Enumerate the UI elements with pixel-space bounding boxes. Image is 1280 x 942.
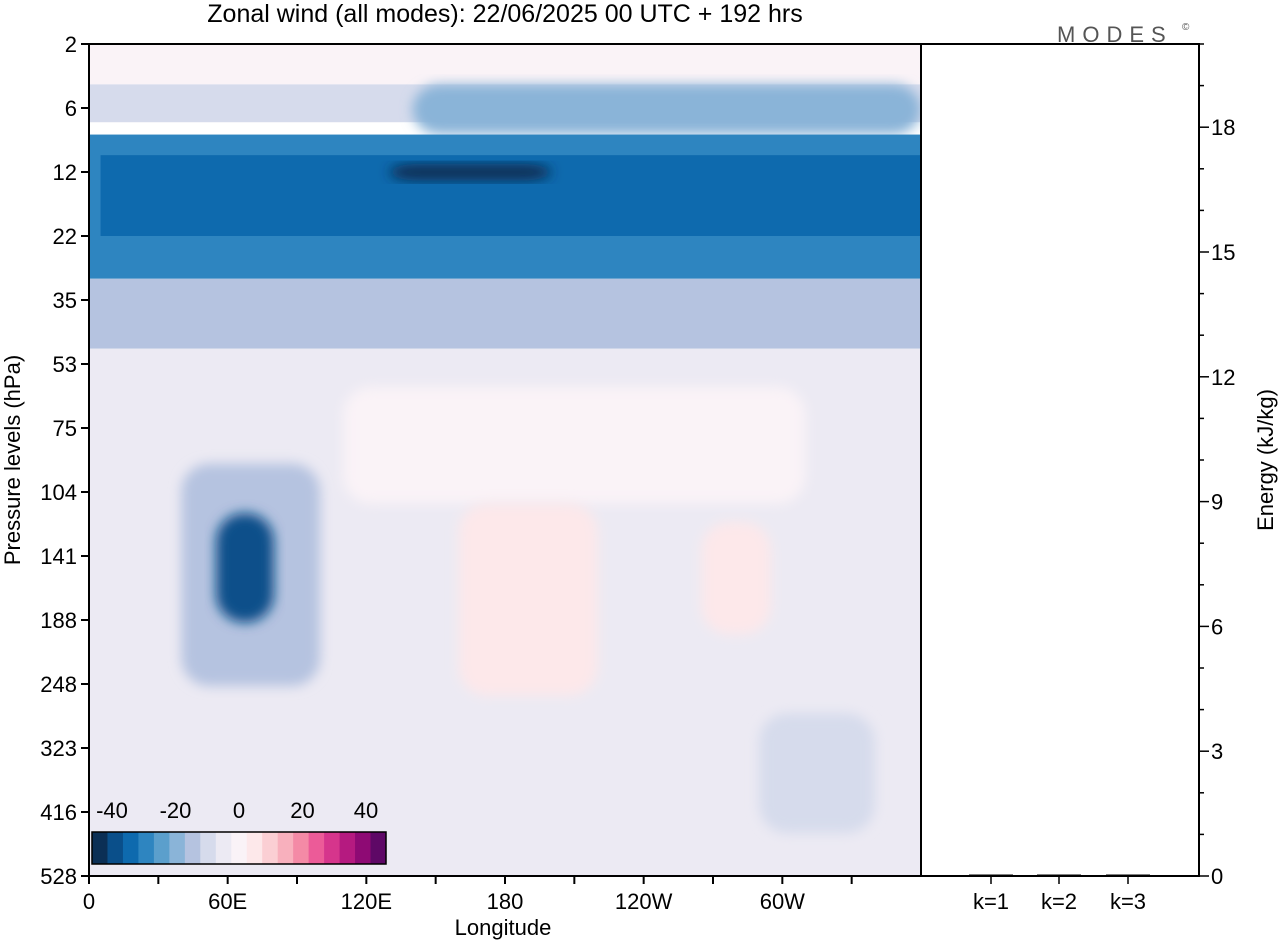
modes-logo: MODES © xyxy=(1057,22,1190,47)
colorbar-swatch xyxy=(169,832,186,864)
colorbar-swatch xyxy=(184,832,201,864)
y-tick-label: 75 xyxy=(53,416,77,441)
colorbar-swatch xyxy=(308,832,325,864)
y-tick-label: 6 xyxy=(65,96,77,121)
colorbar-tick-label: 40 xyxy=(354,798,378,823)
colorbar-swatch xyxy=(339,832,356,864)
y-tick-label: 2 xyxy=(65,32,77,57)
energy-category-label: k=1 xyxy=(973,889,1009,914)
colorbar-swatch xyxy=(246,832,263,864)
colorbar-swatch xyxy=(153,832,170,864)
colorbar: -40 -20 0 20 40 xyxy=(91,798,387,865)
heatmap-region xyxy=(89,278,921,349)
energy-panel-frame xyxy=(920,43,1200,877)
x-tick-label: 120E xyxy=(341,889,392,914)
y-tick-label: 528 xyxy=(40,864,77,889)
y-tick-label: 35 xyxy=(53,288,77,313)
colorbar-frame xyxy=(91,831,387,865)
heatmap-region xyxy=(343,386,806,504)
y-tick-label: 104 xyxy=(40,480,77,505)
energy-tick-label: 18 xyxy=(1211,115,1235,140)
y-tick-label: 12 xyxy=(53,160,77,185)
colorbar-swatch xyxy=(293,832,310,864)
chart-title: Zonal wind (all modes): 22/06/2025 00 UT… xyxy=(207,0,802,28)
copyright-mark: © xyxy=(1182,22,1190,33)
y-tick-label: 416 xyxy=(40,800,77,825)
y-tick-label: 22 xyxy=(53,224,77,249)
colorbar-swatch xyxy=(215,832,232,864)
x-tick-label: 60W xyxy=(760,889,805,914)
colorbar-swatch xyxy=(107,832,124,864)
colorbar-swatch xyxy=(370,832,387,864)
wind-heatmap xyxy=(89,44,921,876)
colorbar-swatch xyxy=(324,832,341,864)
energy-category-label: k=3 xyxy=(1110,889,1146,914)
y-tick-label: 53 xyxy=(53,352,77,377)
heatmap-region xyxy=(458,503,598,696)
colorbar-swatch xyxy=(138,832,155,864)
energy-tick-label: 15 xyxy=(1211,240,1235,265)
colorbar-swatch xyxy=(122,832,139,864)
y-tick-label: 188 xyxy=(40,608,77,633)
heatmap-region xyxy=(701,522,771,635)
energy-tick-label: 12 xyxy=(1211,365,1235,390)
heatmap-region xyxy=(389,163,552,181)
colorbar-tick-label: 0 xyxy=(233,798,245,823)
energy-axis-label: Energy (kJ/kg) xyxy=(1253,389,1278,531)
colorbar-tick-label: -20 xyxy=(160,798,192,823)
colorbar-swatch xyxy=(92,832,108,864)
colorbar-swatch xyxy=(231,832,248,864)
colorbar-tick-label: -40 xyxy=(96,798,128,823)
x-axis-label: Longitude xyxy=(455,915,552,940)
energy-bar xyxy=(1106,874,1150,876)
heatmap-region xyxy=(412,84,921,135)
x-tick-label: 120W xyxy=(615,889,673,914)
colorbar-tick-label: 20 xyxy=(290,798,314,823)
colorbar-swatch xyxy=(355,832,372,864)
energy-bar xyxy=(1037,874,1081,876)
y-tick-label: 248 xyxy=(40,672,77,697)
energy-tick-label: 9 xyxy=(1211,490,1223,515)
energy-panel: 0 3 6 9 12 15 18 k=1 k=2 k=3 xyxy=(969,43,1235,914)
energy-category-label: k=2 xyxy=(1041,889,1077,914)
energy-tick-label: 3 xyxy=(1211,739,1223,764)
x-tick-label: 60E xyxy=(208,889,247,914)
energy-tick-label: 0 xyxy=(1211,864,1223,889)
colorbar-swatch xyxy=(277,832,294,864)
energy-bar xyxy=(969,874,1013,876)
pressure-axis: 2 6 12 22 35 53 75 104 141 188 248 323 416 528 xyxy=(40,32,89,889)
colorbar-swatch xyxy=(262,832,279,864)
y-axis-label: Pressure levels (hPa) xyxy=(0,355,25,565)
x-tick-label: 0 xyxy=(83,889,95,914)
heatmap-region xyxy=(216,513,274,623)
heatmap-region xyxy=(759,713,875,834)
energy-tick-label: 6 xyxy=(1211,614,1223,639)
logo-text: MODES xyxy=(1057,22,1173,47)
longitude-axis: 0 60E 120E 180 120W 60W xyxy=(83,876,853,914)
heatmap-region xyxy=(89,44,921,85)
colorbar-swatch xyxy=(200,832,217,864)
y-tick-label: 141 xyxy=(40,544,77,569)
y-tick-label: 323 xyxy=(40,736,77,761)
x-tick-label: 180 xyxy=(487,889,524,914)
